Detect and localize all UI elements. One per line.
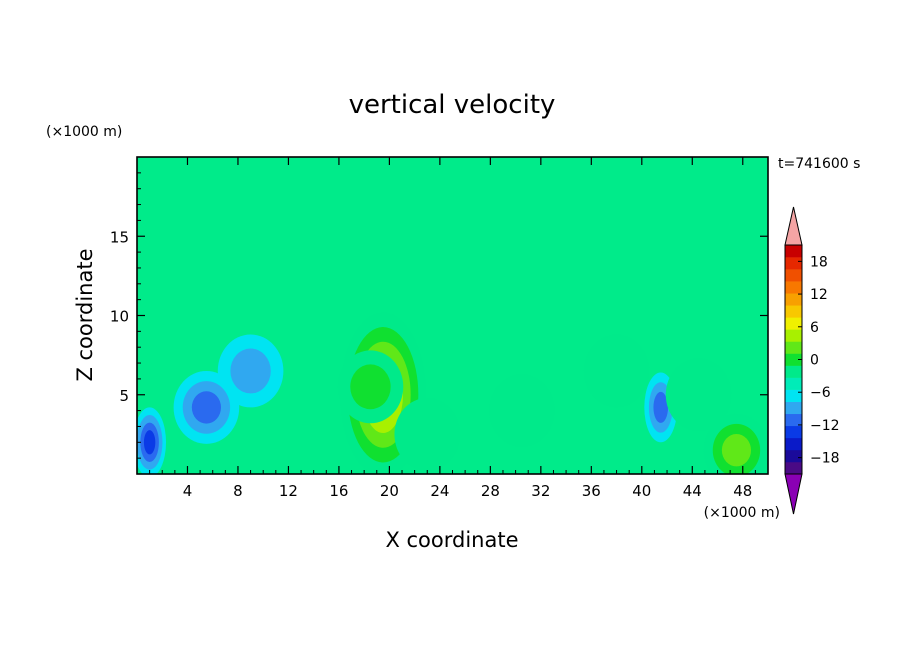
contour-feature: [137, 407, 167, 474]
colorbar-band: [785, 437, 802, 451]
contour-feature: [489, 374, 555, 448]
colorbar-tick-label: 18: [810, 254, 828, 270]
colorbar-band: [785, 293, 802, 306]
contour-level: [230, 348, 271, 394]
y-axis: 5 10 15: [110, 172, 768, 459]
colorbar-band: [785, 353, 802, 366]
colorbar: −18 −12 −6 0 6 12 18: [784, 206, 840, 515]
colorbar-band: [785, 317, 802, 330]
y-tick-label: 15: [110, 228, 129, 246]
contour-level: [350, 364, 391, 410]
x-tick-label: 36: [582, 482, 601, 500]
x-tick-label: 40: [632, 482, 651, 500]
contour-feature: [394, 397, 461, 471]
colorbar-band: [785, 257, 802, 270]
colorbar-tick-label: −6: [810, 385, 831, 401]
contour-level: [665, 358, 732, 432]
contour-level: [489, 374, 555, 448]
x-axis-title: X coordinate: [385, 528, 518, 552]
chart-title: vertical velocity: [349, 90, 556, 120]
y-unit-label: (×1000 m): [46, 124, 122, 140]
colorbar-band: [785, 425, 802, 439]
x-tick-label: 16: [329, 482, 348, 500]
colorbar-tick-label: −12: [810, 418, 840, 434]
contour-level: [191, 391, 221, 424]
colorbar-under-triangle: [784, 473, 803, 515]
x-tick-label: 20: [380, 482, 399, 500]
colorbar-band: [785, 341, 802, 354]
contour-field: [137, 312, 768, 474]
contour-level: [583, 334, 650, 408]
contour-feature: [337, 350, 404, 424]
colorbar-band: [785, 377, 802, 390]
contour-feature: [703, 413, 768, 474]
x-tick-label: 44: [683, 482, 702, 500]
colorbar-tick-label: 6: [810, 320, 819, 336]
x-tick-label: 8: [233, 482, 243, 500]
time-label: t=741600 s: [778, 156, 860, 172]
contour-feature: [173, 370, 240, 444]
contour-level: [143, 430, 156, 455]
x-axis: 4 8 12 16 20 24 28 32 36 40 44 48: [149, 157, 756, 500]
contour-feature: [665, 358, 732, 432]
colorbar-band: [785, 365, 802, 378]
colorbar-band: [785, 329, 802, 342]
colorbar-band: [785, 461, 802, 475]
y-axis-title: Z coordinate: [73, 248, 97, 381]
colorbar-tick-label: 12: [810, 287, 828, 303]
colorbar-band: [785, 401, 802, 415]
colorbar-band: [785, 269, 802, 282]
colorbar-over-triangle: [784, 206, 803, 246]
x-tick-label: 24: [430, 482, 449, 500]
x-tick-label: 28: [481, 482, 500, 500]
colorbar-band: [785, 389, 802, 402]
colorbar-band: [785, 449, 802, 463]
colorbar-tick-label: 0: [810, 353, 819, 369]
x-tick-label: 32: [531, 482, 550, 500]
y-tick-label: 5: [119, 387, 129, 405]
colorbar-band: [785, 245, 802, 258]
contour-level: [394, 397, 461, 471]
contour-feature: [583, 334, 650, 408]
x-tick-label: 12: [279, 482, 298, 500]
contour-level: [653, 391, 669, 423]
y-tick-label: 10: [110, 308, 129, 326]
colorbar-band: [785, 305, 802, 318]
contour-level: [721, 434, 752, 467]
x-tick-label: 4: [183, 482, 193, 500]
x-tick-label: 48: [733, 482, 752, 500]
x-unit-label: (×1000 m): [704, 505, 780, 521]
colorbar-band: [785, 281, 802, 294]
colorbar-band: [785, 413, 802, 427]
colorbar-tick-label: −18: [810, 451, 840, 467]
